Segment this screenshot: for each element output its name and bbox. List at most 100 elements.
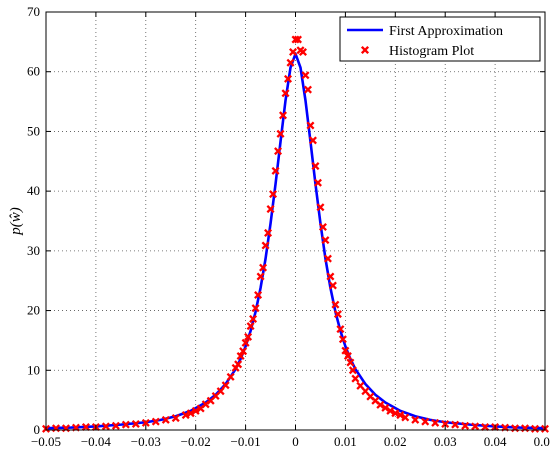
x-tick-label: −0.01 — [231, 434, 261, 449]
histogram-point — [286, 58, 295, 67]
histogram-point — [216, 387, 225, 396]
histogram-point — [151, 417, 160, 426]
histogram-point — [481, 423, 490, 432]
histogram-point — [244, 332, 253, 341]
histogram-point — [291, 35, 300, 44]
histogram-point — [141, 418, 150, 427]
histogram-point — [281, 89, 290, 98]
histogram-point — [336, 325, 345, 334]
y-tick-label: 20 — [27, 303, 40, 318]
histogram-point — [269, 190, 278, 199]
x-tick-label: 0.02 — [384, 434, 407, 449]
legend: First Approximation Histogram Plot — [339, 16, 541, 62]
histogram-point — [411, 415, 420, 424]
x-tick-label: −0.02 — [181, 434, 211, 449]
plot-area — [46, 12, 545, 430]
histogram-point — [254, 291, 263, 300]
histogram-point — [186, 409, 195, 418]
histogram-point — [531, 424, 540, 433]
histogram-point — [341, 346, 350, 355]
y-tick-label: 30 — [27, 243, 40, 258]
histogram-point — [288, 47, 298, 57]
histogram-point — [221, 381, 230, 390]
histogram-point — [131, 420, 140, 429]
histogram-point — [323, 254, 332, 263]
histogram-point — [338, 335, 347, 344]
histogram-point — [261, 241, 270, 250]
histogram-point — [239, 347, 248, 356]
histogram-point — [348, 366, 357, 375]
histogram-point — [326, 272, 335, 281]
histogram-point — [249, 314, 258, 323]
histogram-point — [101, 422, 110, 431]
histogram-point — [306, 121, 315, 130]
histogram-point — [259, 263, 268, 272]
histogram-point — [346, 358, 355, 367]
histogram-point — [401, 413, 410, 422]
histogram-point — [264, 228, 273, 237]
histogram-point — [396, 411, 405, 420]
histogram-point — [226, 372, 235, 381]
histogram-point — [321, 236, 330, 245]
x-axis-tick-labels: −0.05 −0.04 −0.03 −0.02 −0.01 0 0.01 0.02 0.03 0.… — [31, 434, 550, 449]
y-tick-label: 70 — [27, 4, 40, 19]
histogram-point — [386, 406, 395, 415]
histogram-point — [111, 421, 120, 430]
histogram-point — [256, 272, 265, 281]
x-tick-label: 0 — [292, 434, 299, 449]
histogram-point — [81, 423, 90, 432]
histogram-point — [301, 71, 310, 80]
y-tick-label: 40 — [27, 183, 40, 198]
histogram-point — [191, 406, 200, 415]
y-tick-label: 50 — [27, 123, 40, 138]
histogram-point — [431, 418, 440, 427]
y-tick-label: 0 — [34, 422, 41, 437]
histogram-point — [251, 304, 260, 313]
histogram-point — [343, 351, 352, 360]
histogram-point — [381, 403, 390, 412]
x-tick-label: −0.03 — [131, 434, 161, 449]
histogram-point — [266, 205, 275, 214]
histogram-point — [376, 400, 385, 409]
histogram-point — [318, 222, 327, 231]
x-tick-label: −0.04 — [81, 434, 112, 449]
histogram-point — [391, 409, 400, 418]
histogram-point — [121, 420, 130, 429]
y-axis-tick-labels: 0 10 20 30 40 50 60 70 — [27, 4, 40, 437]
histogram-point — [236, 351, 245, 360]
histogram-point — [181, 411, 190, 420]
legend-box — [339, 16, 541, 62]
histogram-point — [441, 420, 450, 429]
histogram-point — [316, 203, 325, 212]
legend-label-first-approximation: First Approximation — [389, 24, 503, 39]
histogram-point — [471, 422, 480, 431]
histogram-point — [328, 281, 337, 290]
histogram-point — [461, 421, 470, 430]
histogram-point — [313, 178, 322, 187]
histogram-point — [276, 129, 285, 138]
histogram-point — [331, 300, 340, 309]
histogram-point — [451, 420, 460, 429]
y-tick-label: 10 — [27, 362, 40, 377]
legend-marker-swatch — [360, 45, 370, 55]
x-tick-label: 0.03 — [434, 434, 457, 449]
y-axis-label: p(ŵ) — [8, 207, 24, 236]
series-marker-layer — [41, 35, 550, 433]
x-tick-label: 0.04 — [484, 434, 507, 449]
y-tick-label: 60 — [27, 64, 40, 79]
histogram-point — [351, 374, 360, 383]
histogram-point — [421, 417, 430, 426]
grid-lines — [46, 12, 545, 430]
histogram-point — [279, 111, 288, 120]
histogram-point — [241, 338, 250, 347]
histogram-point — [171, 414, 180, 423]
histogram-point — [293, 35, 303, 44]
x-tick-label: 0.01 — [334, 434, 357, 449]
x-tick-label: −0.05 — [31, 434, 61, 449]
histogram-point — [298, 47, 307, 57]
legend-label-histogram-plot: Histogram Plot — [389, 44, 474, 59]
histogram-point — [284, 74, 293, 83]
axis-ticks — [45, 11, 546, 431]
histogram-point — [246, 322, 255, 331]
